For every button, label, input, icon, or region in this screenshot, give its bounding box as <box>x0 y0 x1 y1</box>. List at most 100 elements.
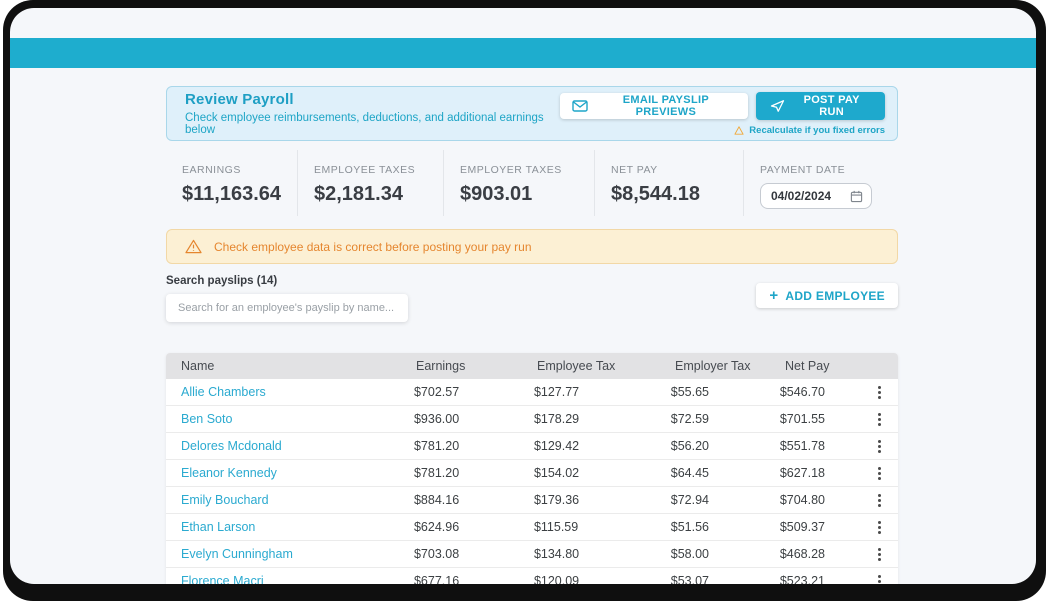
employer-tax-cell: $56.20 <box>670 439 709 453</box>
employee-name-link[interactable]: Florence Macri <box>181 574 264 584</box>
column-header-employee-tax: Employee Tax <box>537 359 616 373</box>
table-row: Evelyn Cunningham $703.08 $134.80 $58.00… <box>166 541 898 568</box>
employee-name-link[interactable]: Ben Soto <box>181 412 233 426</box>
employer-tax-cell: $53.07 <box>670 574 709 584</box>
earnings-cell: $781.20 <box>413 439 460 453</box>
employer-tax-cell: $72.59 <box>670 412 709 426</box>
stat-earnings: EARNINGS $11,163.64 <box>166 150 297 216</box>
table-row: Delores Mcdonald $781.20 $129.42 $56.20 … <box>166 433 898 460</box>
net-pay-cell: $551.78 <box>779 439 826 453</box>
table-header-row: Name Earnings Employee Tax Employer Tax … <box>166 353 898 379</box>
app-window: Review Payroll Check employee reimbursem… <box>10 8 1036 584</box>
column-header-net-pay: Net Pay <box>785 359 830 373</box>
recalculate-note: Recalculate if you fixed errors <box>734 125 885 136</box>
employee-tax-cell: $120.09 <box>533 574 580 584</box>
earnings-cell: $703.08 <box>413 547 460 561</box>
net-pay-cell: $627.18 <box>779 466 826 480</box>
row-menu-kebab-icon[interactable] <box>875 491 884 510</box>
stat-employer-taxes: EMPLOYER TAXES $903.01 <box>443 150 594 216</box>
plus-icon: + <box>769 286 779 304</box>
envelope-icon <box>572 99 589 112</box>
top-navigation-bar <box>10 38 1036 68</box>
table-row: Eleanor Kennedy $781.20 $154.02 $64.45 $… <box>166 460 898 487</box>
table-row: Ethan Larson $624.96 $115.59 $51.56 $509… <box>166 514 898 541</box>
employee-name-link[interactable]: Delores Mcdonald <box>181 439 282 453</box>
net-pay-cell: $546.70 <box>779 385 826 399</box>
stat-employee-taxes: EMPLOYEE TAXES $2,181.34 <box>297 150 443 216</box>
earnings-cell: $624.96 <box>413 520 460 534</box>
employer-tax-cell: $72.94 <box>670 493 709 507</box>
page-subtitle: Check employee reimbursements, deduction… <box>185 112 544 136</box>
payslips-table: Name Earnings Employee Tax Employer Tax … <box>166 353 898 584</box>
stat-net-pay: NET PAY $8,544.18 <box>594 150 743 216</box>
stat-payment-date: PAYMENT DATE <box>743 150 898 216</box>
row-menu-kebab-icon[interactable] <box>875 545 884 564</box>
net-pay-cell: $523.21 <box>779 574 826 584</box>
stat-label: EMPLOYEE TAXES <box>314 164 416 176</box>
row-menu-kebab-icon[interactable] <box>875 410 884 429</box>
add-employee-button[interactable]: + ADD EMPLOYEE <box>756 283 898 308</box>
employer-tax-cell: $51.56 <box>670 520 709 534</box>
payroll-summary-stats: EARNINGS $11,163.64 EMPLOYEE TAXES $2,18… <box>166 150 898 216</box>
employee-name-link[interactable]: Allie Chambers <box>181 385 266 399</box>
email-button-label: EMAIL PAYSLIP PREVIEWS <box>622 93 709 118</box>
table-row: Ben Soto $936.00 $178.29 $72.59 $701.55 <box>166 406 898 433</box>
employee-name-link[interactable]: Eleanor Kennedy <box>181 466 277 480</box>
net-pay-cell: $509.37 <box>779 520 826 534</box>
recalculate-note-text: Recalculate if you fixed errors <box>749 124 885 136</box>
column-header-earnings: Earnings <box>416 359 466 373</box>
email-payslip-previews-button[interactable]: EMAIL PAYSLIP PREVIEWS <box>560 92 749 119</box>
employee-name-link[interactable]: Ethan Larson <box>181 520 256 534</box>
post-button-label: POST PAY RUN <box>803 93 860 118</box>
employee-tax-cell: $154.02 <box>533 466 580 480</box>
search-input[interactable] <box>166 294 408 322</box>
table-row: Allie Chambers $702.57 $127.77 $55.65 $5… <box>166 379 898 406</box>
employer-tax-cell: $55.65 <box>670 385 709 399</box>
warning-banner: Check employee data is correct before po… <box>166 229 898 264</box>
stat-label: PAYMENT DATE <box>760 164 846 176</box>
employee-tax-cell: $127.77 <box>533 385 580 399</box>
window-shadow-frame: Review Payroll Check employee reimbursem… <box>3 0 1046 601</box>
main-content: Review Payroll Check employee reimbursem… <box>166 86 898 584</box>
net-pay-cell: $468.28 <box>779 547 826 561</box>
search-section: Search payslips (14) + ADD EMPLOYEE <box>166 275 898 338</box>
net-pay-cell: $704.80 <box>779 493 826 507</box>
earnings-cell: $677.16 <box>413 574 460 584</box>
page-title: Review Payroll <box>185 91 294 108</box>
employee-tax-cell: $179.36 <box>533 493 580 507</box>
earnings-cell: $884.16 <box>413 493 460 507</box>
stat-label: EARNINGS <box>182 164 241 176</box>
net-pay-cell: $701.55 <box>779 412 826 426</box>
search-payslips-label: Search payslips (14) <box>166 275 278 287</box>
stat-label: NET PAY <box>611 164 658 176</box>
warning-triangle-icon <box>734 125 744 135</box>
earnings-cell: $781.20 <box>413 466 460 480</box>
table-row: Emily Bouchard $884.16 $179.36 $72.94 $7… <box>166 487 898 514</box>
column-header-employer-tax: Employer Tax <box>675 359 751 373</box>
warning-text: Check employee data is correct before po… <box>214 239 532 254</box>
post-pay-run-button[interactable]: POST PAY RUN <box>756 91 885 120</box>
stat-value: $8,544.18 <box>611 183 700 205</box>
row-menu-kebab-icon[interactable] <box>875 383 884 402</box>
earnings-cell: $702.57 <box>413 385 460 399</box>
payment-date-field[interactable] <box>760 183 872 209</box>
payment-date-input[interactable] <box>771 189 843 203</box>
stat-value: $11,163.64 <box>182 183 281 205</box>
employee-name-link[interactable]: Evelyn Cunningham <box>181 547 293 561</box>
warning-triangle-icon <box>185 239 202 254</box>
table-row: Florence Macri $677.16 $120.09 $53.07 $5… <box>166 568 898 584</box>
stat-value: $903.01 <box>460 183 533 205</box>
row-menu-kebab-icon[interactable] <box>875 572 884 585</box>
row-menu-kebab-icon[interactable] <box>875 518 884 537</box>
row-menu-kebab-icon[interactable] <box>875 464 884 483</box>
employer-tax-cell: $58.00 <box>670 547 709 561</box>
employee-name-link[interactable]: Emily Bouchard <box>181 493 269 507</box>
column-header-name: Name <box>181 359 215 373</box>
table-body: Allie Chambers $702.57 $127.77 $55.65 $5… <box>166 379 898 584</box>
calendar-icon[interactable] <box>850 190 863 203</box>
employee-tax-cell: $129.42 <box>533 439 580 453</box>
stat-label: EMPLOYER TAXES <box>460 164 562 176</box>
row-menu-kebab-icon[interactable] <box>875 437 884 456</box>
review-payroll-panel: Review Payroll Check employee reimbursem… <box>166 86 898 141</box>
stat-value: $2,181.34 <box>314 183 403 205</box>
